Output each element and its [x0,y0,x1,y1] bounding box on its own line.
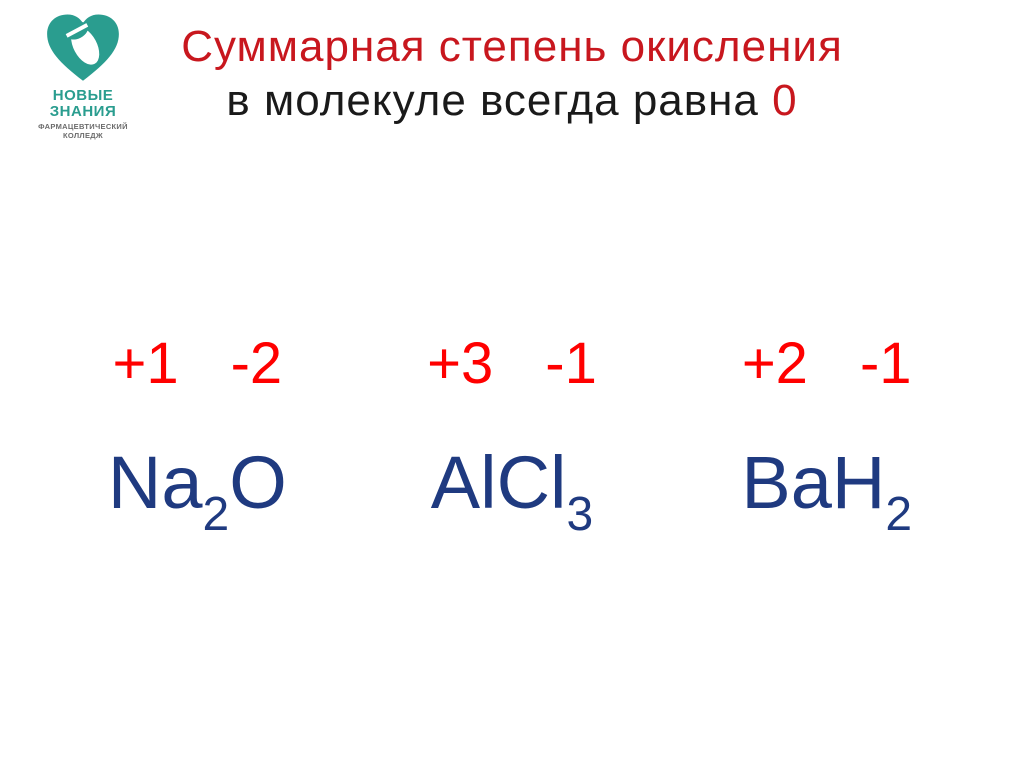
ox-0-a: +1 [112,331,178,396]
mol-1-el-a: Al [431,441,497,524]
mol-2-el-b: H [832,441,885,524]
ox-1-b: -1 [545,331,597,396]
mol-cell-1: AlCl3 [355,440,670,536]
molecule-row: Na2O AlCl3 BaH2 [0,440,1024,536]
title-line-1: Суммарная степень окисления [0,22,1024,72]
title-line-2b: 0 [772,76,797,125]
mol-0-el-b: O [229,441,287,524]
mol-cell-2: BaH2 [669,440,984,536]
mol-0-sub-a: 2 [203,488,230,541]
ox-1-a: +3 [427,331,493,396]
ox-2-a: +2 [742,331,808,396]
mol-2-sub-b: 2 [885,488,912,541]
title-line-2a: в молекуле всегда равна [226,76,772,125]
ox-0-b: -2 [231,331,283,396]
mol-1-el-b: Cl [497,441,567,524]
oxidation-row: +1 -2 +3 -1 +2 -1 [0,330,1024,397]
slide-title: Суммарная степень окисления в молекуле в… [0,22,1024,126]
ox-cell-1: +3 -1 [355,330,670,397]
mol-0-el-a: Na [108,441,203,524]
title-line-2: в молекуле всегда равна 0 [0,76,1024,126]
mol-2-el-a: Ba [741,441,832,524]
ox-cell-0: +1 -2 [40,330,355,397]
mol-cell-0: Na2O [40,440,355,536]
mol-1-sub-b: 3 [567,488,594,541]
ox-2-b: -1 [860,331,912,396]
ox-cell-2: +2 -1 [669,330,984,397]
